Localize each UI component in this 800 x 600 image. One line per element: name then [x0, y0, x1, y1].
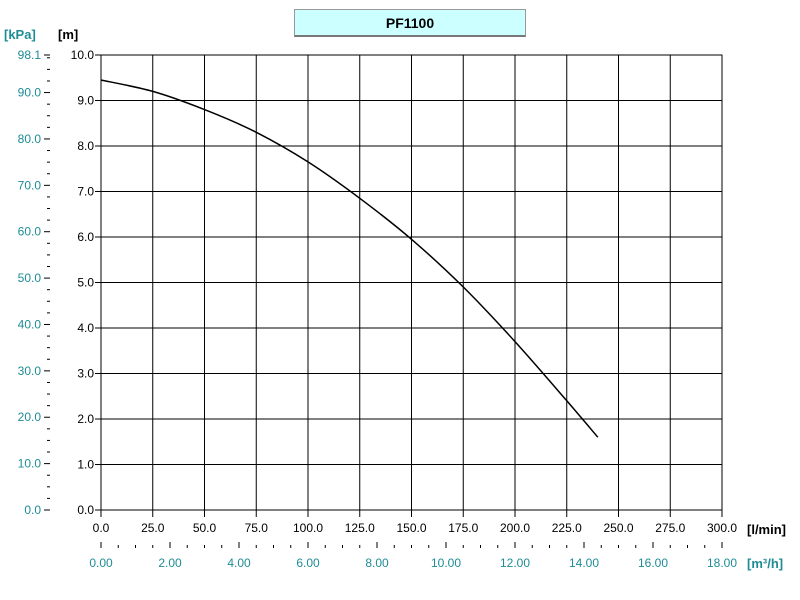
y-tick-label: 2.0	[77, 412, 94, 426]
x2-tick-label: 8.00	[365, 556, 389, 570]
y2-tick-label: 90.0	[18, 86, 42, 100]
x2-tick-label: 18.00	[707, 556, 737, 570]
x2-tick-label: 2.00	[158, 556, 182, 570]
performance-curve	[100, 79, 599, 438]
y-tick-label: 4.0	[77, 321, 94, 335]
y2-tick-label: 0.0	[24, 503, 41, 517]
labels-layer: 0.0 25.0 50.0 75.0 100.0 125.0 150.0 175.0 200.0…	[18, 48, 738, 570]
y-tick-label: 7.0	[77, 185, 94, 199]
y-tick-label: 3.0	[77, 367, 94, 381]
y-axis-label: [m]	[58, 27, 78, 42]
x2-axis-label: [m³/h]	[747, 556, 783, 571]
y2-tick-label: 98.1	[18, 48, 42, 62]
y2-tick-label: 10.0	[18, 457, 42, 471]
chart-title: PF1100	[294, 9, 526, 37]
y-tick-label: 0.0	[77, 503, 94, 517]
y-tick-label: 5.0	[77, 276, 94, 290]
x-tick-label: 75.0	[245, 521, 269, 535]
x-tick-label: 50.0	[193, 521, 217, 535]
x-tick-label: 175.0	[448, 521, 478, 535]
x-tick-label: 25.0	[141, 521, 165, 535]
x2-tick-label: 10.00	[431, 556, 461, 570]
x-tick-label: 250.0	[603, 521, 633, 535]
x-tick-label: 200.0	[500, 521, 530, 535]
x2-tick-label: 12.00	[500, 556, 530, 570]
x-tick-label: 300.0	[707, 521, 737, 535]
y-tick-label: 10.0	[71, 48, 95, 62]
x2-tick-label: 4.00	[227, 556, 251, 570]
y2-tick-label: 60.0	[18, 225, 42, 239]
x-axis-label: [l/min]	[747, 522, 786, 537]
y2-tick-label: 20.0	[18, 410, 42, 424]
ticks-layer	[44, 54, 723, 548]
x-tick-label: 0.0	[93, 521, 110, 535]
x-tick-label: 125.0	[345, 521, 375, 535]
y2-tick-label: 50.0	[18, 271, 42, 285]
series-layer	[100, 79, 599, 438]
x2-tick-label: 16.00	[638, 556, 668, 570]
x-tick-label: 100.0	[293, 521, 323, 535]
y2-tick-label: 30.0	[18, 364, 42, 378]
grid-layer	[100, 54, 723, 511]
x2-tick-label: 6.00	[296, 556, 320, 570]
x-tick-label: 150.0	[396, 521, 426, 535]
y-tick-label: 9.0	[77, 94, 94, 108]
y2-axis-label: [kPa]	[4, 27, 36, 42]
x-tick-label: 225.0	[552, 521, 582, 535]
x2-tick-label: 14.00	[569, 556, 599, 570]
y2-tick-label: 80.0	[18, 132, 42, 146]
y-tick-label: 1.0	[77, 458, 94, 472]
y-tick-label: 6.0	[77, 230, 94, 244]
y-tick-label: 8.0	[77, 139, 94, 153]
x2-tick-label: 0.00	[89, 556, 113, 570]
x-tick-label: 275.0	[655, 521, 685, 535]
y2-tick-label: 70.0	[18, 178, 42, 192]
y2-tick-label: 40.0	[18, 317, 42, 331]
